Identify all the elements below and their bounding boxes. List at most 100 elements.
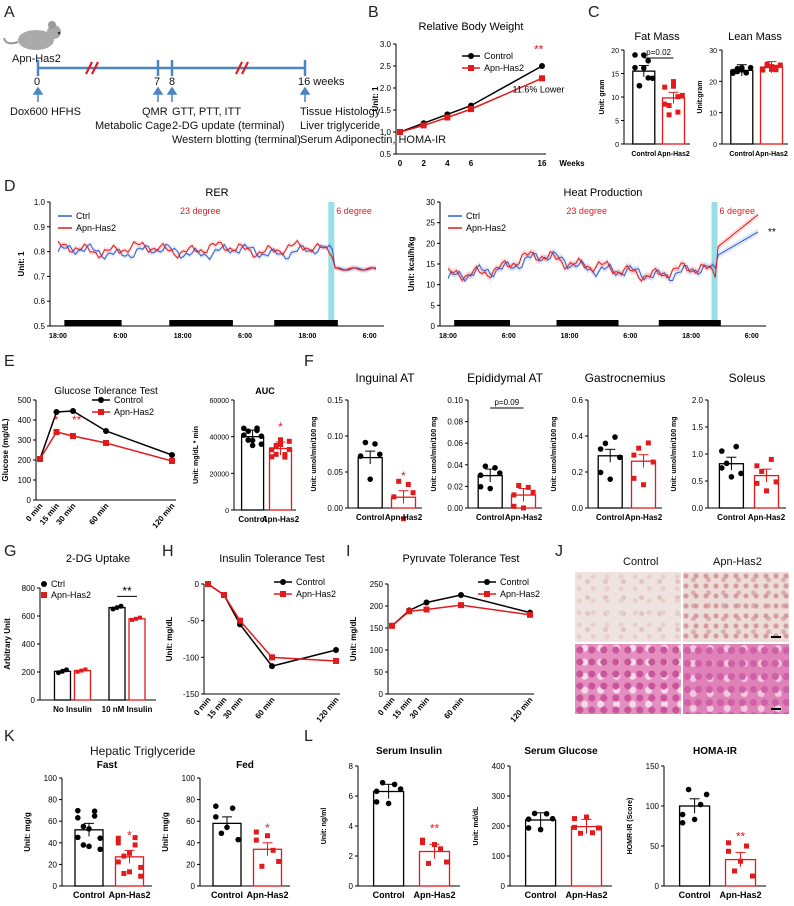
data-point [276, 858, 282, 864]
data-point [516, 482, 522, 488]
y-tick-label: -100 [183, 653, 200, 662]
y-tick-label: 25 [426, 219, 435, 228]
y-tick-label: 0 [349, 882, 354, 891]
note-serum: Serum Adiponectin, HOMA-IR [300, 134, 447, 146]
data-point [333, 658, 339, 664]
y-tick-label: 20 [48, 860, 57, 869]
data-point [650, 459, 656, 465]
y-tick-label: 800 [22, 584, 36, 593]
y-tick-label: 0.2 [572, 468, 584, 477]
y-axis-label: Arbitrary Unit [3, 618, 12, 670]
y-axis-label: Unit: mg/g [161, 812, 170, 852]
data-point [539, 63, 545, 69]
note-2dg: 2-DG update (terminal) [172, 120, 285, 132]
y-tick-label: 250 [370, 580, 384, 589]
x-tick-label: Apn-Has2 [748, 513, 786, 522]
data-point [406, 608, 413, 615]
y-axis-label: Unit: umol/min/100 mg [551, 416, 558, 491]
panel-label-c: C [588, 4, 600, 21]
data-point [373, 799, 380, 805]
x-tick-label: Apn-Has2 [262, 515, 300, 524]
data-point [273, 451, 279, 457]
chart-title: Glucose Tolerance Test [54, 386, 158, 397]
x-tick-label: 18:00 [298, 333, 316, 340]
data-point [37, 456, 43, 462]
data-point [759, 468, 765, 474]
data-point [118, 603, 124, 609]
data-point [83, 667, 88, 672]
error-band [448, 211, 758, 285]
y-tick-label: 400 [22, 640, 36, 649]
chart-title: Inguinal AT [355, 371, 415, 385]
x-tick-label: 4 [445, 159, 450, 168]
data-point [468, 106, 474, 113]
mouse-label: Apn-Has2 [12, 53, 61, 65]
x-tick-label: Control [211, 890, 243, 900]
data-point [423, 606, 430, 613]
data-point [726, 848, 731, 854]
data-point [372, 441, 378, 447]
y-tick-label: 0.5 [380, 150, 392, 159]
data-point [75, 807, 81, 814]
histology-apn-top [683, 572, 789, 642]
y-tick-label: 1.5 [380, 106, 392, 115]
x-tick-label: Apn-Has2 [413, 890, 455, 900]
y-tick-label: 40 [48, 839, 57, 848]
data-point [597, 469, 604, 476]
data-point [458, 602, 464, 609]
chart-title: RER [205, 187, 228, 199]
data-point [685, 786, 692, 793]
y-axis-label: Unit: umol/min/100 mg [311, 416, 318, 491]
y-tick-label: 0.10 [327, 432, 343, 441]
x-tick-label: 120 min [314, 695, 340, 724]
data-point [114, 605, 120, 611]
data-point [679, 819, 686, 826]
data-point [645, 440, 651, 446]
data-point [401, 516, 406, 522]
data-point [53, 429, 60, 435]
x-tick-label: Control [476, 513, 504, 522]
data-point [333, 647, 339, 653]
data-point [675, 109, 681, 115]
data-point [744, 843, 749, 849]
y-tick-label: 0 [713, 142, 717, 149]
data-point [769, 64, 774, 70]
series-line-ctrl [447, 231, 759, 282]
tick-0: 0 [34, 76, 41, 88]
data-point [423, 599, 430, 606]
data-point [743, 70, 749, 76]
y-tick-label: 0.06 [447, 439, 463, 448]
panel-label-b: B [368, 4, 379, 21]
legend-marker [468, 65, 474, 71]
significance-star: ** [534, 43, 544, 57]
data-point [80, 823, 87, 830]
data-point [385, 800, 392, 807]
data-point [237, 617, 243, 624]
panel-a-timeline: Apn-Has2 0 7 8 16 weeks Dox600 HFHS QMR … [0, 0, 446, 175]
data-point [63, 667, 69, 673]
y-tick-label: 4 [349, 822, 354, 831]
significance-star: ** [736, 829, 746, 843]
x-tick-label: Apn-Has2 [565, 890, 607, 900]
y-axis-label: Unit: 1 [371, 86, 380, 111]
cold-exposure-band [711, 202, 718, 326]
x-tick-label: Apn-Has2 [385, 513, 423, 522]
legend-label: Ctrl [76, 211, 90, 221]
y-tick-label: 60 [48, 817, 57, 826]
x-tick-label: Apn-Has2 [108, 890, 150, 900]
x-tick-label: 6:00 [623, 333, 637, 340]
x-tick-label: Control [73, 890, 105, 900]
x-tick-label: 6:00 [238, 333, 252, 340]
data-point [282, 452, 288, 458]
data-point [671, 83, 676, 89]
legend-marker [280, 579, 286, 585]
y-tick-label: 100 [370, 646, 384, 655]
data-point [258, 433, 265, 440]
y-tick-label: 400 [18, 416, 32, 425]
histology-control-bottom [575, 644, 681, 714]
legend-label: Apn-Has2 [114, 407, 154, 417]
legend-marker [41, 592, 47, 598]
data-point [115, 859, 121, 865]
data-point [249, 437, 256, 444]
data-point [734, 68, 741, 75]
